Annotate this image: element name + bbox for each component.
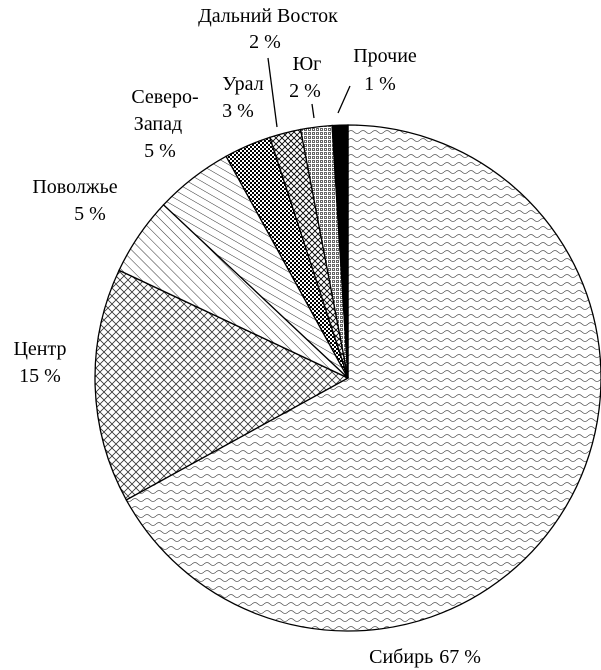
value-label: 2 % <box>289 80 321 102</box>
pie-slice <box>94 269 350 501</box>
slice-label: Сибирь 67 % <box>369 646 481 668</box>
value-label: 3 % <box>222 100 254 122</box>
category-label: Центр <box>13 338 66 360</box>
pie-slice <box>331 124 349 379</box>
category-label: Прочие <box>353 45 417 67</box>
category-label: Юг <box>293 53 322 75</box>
category-label: Дальний Восток <box>198 5 338 27</box>
pie <box>94 124 601 632</box>
value-label: 5 % <box>74 203 106 225</box>
value-label: 2 % <box>249 31 281 53</box>
value-label: 67 % <box>439 646 481 668</box>
value-label: 1 % <box>364 73 396 95</box>
category-label: Урал <box>222 73 263 95</box>
category-label: Сибирь <box>369 646 433 668</box>
value-label: 5 % <box>144 140 176 162</box>
leader-line <box>337 85 351 114</box>
leader-line <box>311 103 315 119</box>
category-label: Поволжье <box>32 176 117 198</box>
leader-line <box>267 57 278 128</box>
category-label: Северо-Запад <box>131 86 198 135</box>
pie-slice <box>125 124 601 632</box>
value-label: 15 % <box>19 365 61 387</box>
labels: Сибирь 67 % Центр 15 % Поволжье 5 % Северо-Зап… <box>13 5 480 668</box>
